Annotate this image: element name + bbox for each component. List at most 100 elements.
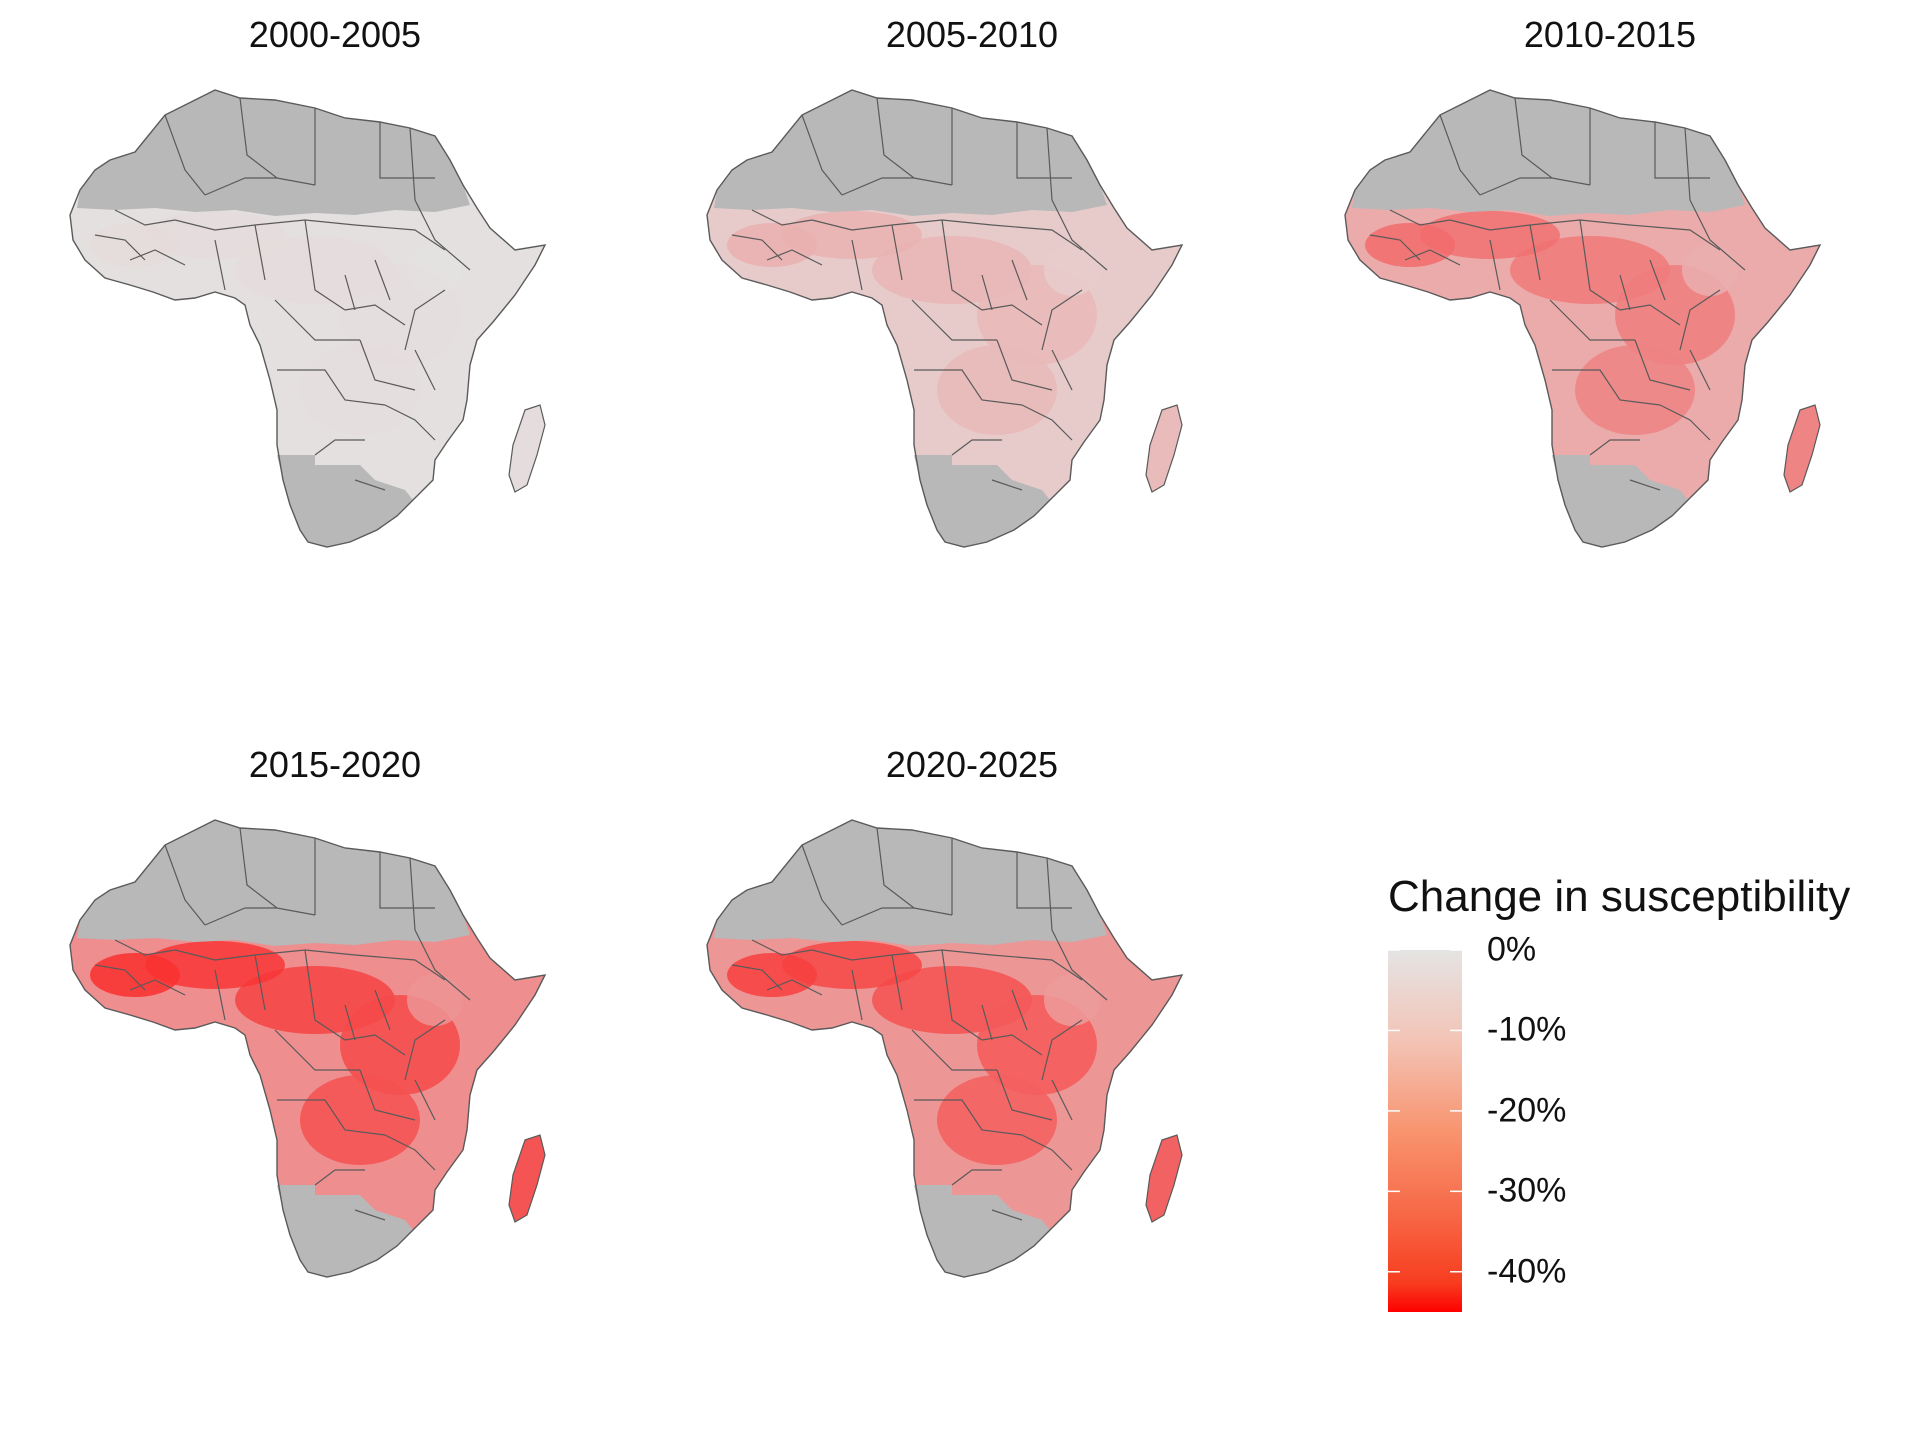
color-legend: Change in susceptibility 0% -10% -20% -30% -…	[1385, 872, 1905, 1322]
country-border	[1051, 929, 1108, 1001]
country-border	[1679, 289, 1721, 351]
hotspot	[782, 211, 922, 259]
susceptibility-hotspots	[1365, 211, 1738, 435]
coastline	[69, 89, 547, 548]
africa-map	[69, 89, 547, 548]
country-border	[374, 259, 391, 301]
country-border	[274, 299, 360, 341]
country-border	[1021, 404, 1073, 441]
africa-map	[706, 89, 1184, 548]
madagascar	[508, 1134, 546, 1223]
country-border	[204, 177, 316, 196]
hotspot	[1365, 223, 1455, 267]
panel-title: 2000-2005	[248, 14, 422, 55]
map-panel-2010-2015: 2010-2015	[1290, 0, 1920, 700]
country-border	[94, 964, 146, 991]
country-border	[801, 114, 843, 196]
country-borders	[1369, 97, 1746, 491]
country-border	[354, 224, 446, 251]
country-border	[204, 907, 316, 926]
country-border	[404, 289, 446, 351]
country-border	[164, 844, 206, 926]
hotspot	[145, 941, 285, 989]
country-border	[114, 209, 176, 226]
country-border	[1529, 224, 1541, 281]
no-data-region-south	[914, 455, 1050, 547]
country-border	[384, 404, 436, 441]
country-border	[841, 907, 953, 926]
country-border	[1011, 259, 1028, 301]
hotspot	[90, 953, 180, 997]
country-border	[1629, 479, 1661, 491]
legend-label: -30%	[1487, 1171, 1567, 1210]
country-border	[314, 1169, 365, 1186]
country-border	[214, 239, 226, 291]
country-border	[274, 1029, 360, 1071]
hotspot	[1420, 211, 1560, 259]
country-border	[996, 339, 1053, 391]
country-border	[414, 1079, 436, 1121]
no-data-region-south	[277, 455, 413, 547]
country-border	[1041, 289, 1083, 351]
no-data-region-north	[714, 90, 1107, 216]
hotspot	[727, 223, 817, 267]
country-border	[379, 122, 435, 179]
country-border	[911, 299, 997, 341]
country-border	[876, 97, 915, 179]
country-border	[876, 827, 915, 909]
country-borders	[731, 97, 1108, 491]
legend-label: -10%	[1487, 1010, 1567, 1049]
country-border	[1549, 299, 1635, 341]
country-border	[1649, 259, 1666, 301]
country-border	[239, 827, 278, 909]
coastline	[1344, 89, 1822, 548]
madagascar	[508, 404, 546, 493]
country-border	[1389, 209, 1451, 226]
country-border	[354, 954, 446, 981]
country-border	[304, 219, 346, 311]
country-border	[374, 989, 391, 1031]
susceptibility-hotspots	[90, 211, 463, 435]
panel-title: 2010-2015	[1523, 14, 1697, 55]
susceptibility-hotspots	[90, 941, 463, 1165]
country-border	[214, 969, 226, 1021]
africa-map	[69, 819, 547, 1278]
country-border	[414, 929, 471, 1001]
country-border	[174, 219, 256, 231]
country-border	[1689, 349, 1711, 391]
madagascar	[1145, 404, 1183, 493]
country-border	[996, 1069, 1053, 1121]
country-border	[914, 369, 1023, 406]
africa-map	[1344, 89, 1822, 548]
country-border	[1619, 274, 1631, 311]
country-border	[1659, 404, 1711, 441]
country-border	[359, 1069, 416, 1121]
no-data-region-north	[77, 90, 470, 216]
country-border	[129, 979, 186, 996]
country-border	[951, 1169, 1002, 1186]
hotspot	[300, 1075, 420, 1165]
country-border	[951, 439, 1002, 456]
country-border	[1041, 1019, 1083, 1081]
country-border	[1369, 234, 1421, 261]
legend-ticks	[1388, 950, 1462, 1273]
madagascar	[1145, 1134, 1183, 1223]
country-border	[1684, 127, 1691, 201]
country-border	[991, 954, 1083, 981]
country-border	[1552, 369, 1661, 406]
country-border	[404, 1019, 446, 1081]
country-border	[1404, 249, 1461, 266]
country-border	[841, 177, 953, 196]
hotspot	[145, 211, 285, 259]
country-border	[414, 349, 436, 391]
country-border	[811, 219, 893, 231]
country-border	[114, 939, 176, 956]
country-border	[891, 954, 903, 1011]
country-border	[1634, 339, 1691, 391]
country-border	[1629, 224, 1721, 251]
country-border	[991, 224, 1083, 251]
panel-title: 2015-2020	[248, 744, 422, 785]
no-data-region-north	[77, 820, 470, 946]
no-data-region-south	[1552, 455, 1688, 547]
country-borders	[94, 97, 471, 491]
